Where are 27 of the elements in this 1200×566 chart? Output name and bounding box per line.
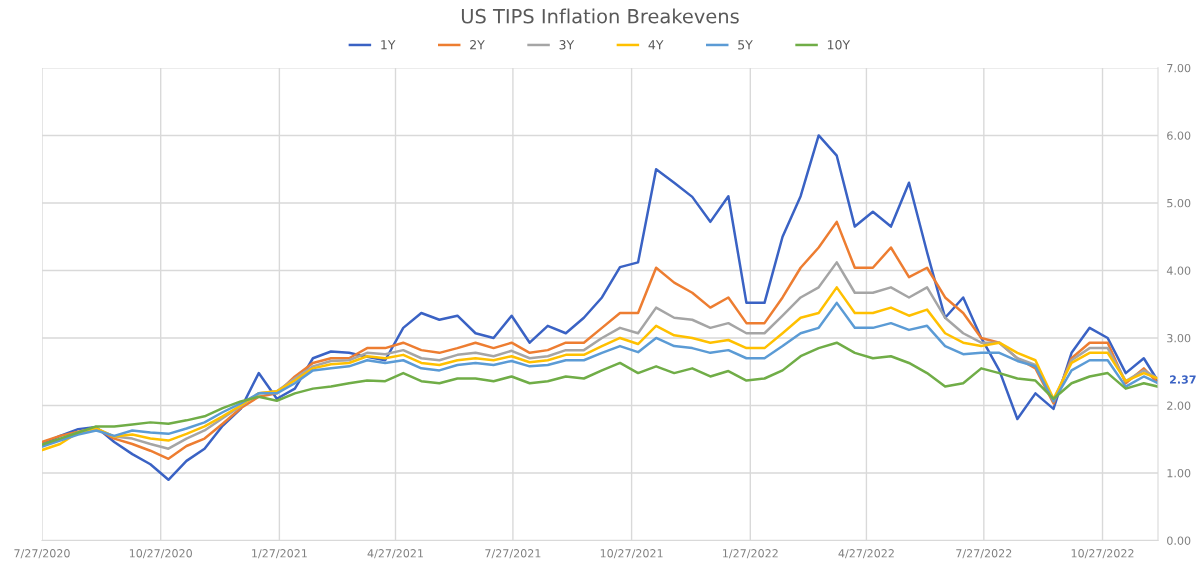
y-tick-label: 2.00 — [1167, 401, 1191, 410]
y-tick-label: 5.00 — [1167, 198, 1191, 208]
x-tick-label: 1/27/2022 — [723, 549, 778, 559]
legend-label: 2Y — [470, 40, 485, 50]
legend-label: 4Y — [648, 40, 664, 50]
legend-label: 5Y — [738, 40, 753, 50]
x-tick-label: 7/27/2021 — [485, 549, 541, 559]
y-tick-label: 4.00 — [1166, 266, 1191, 275]
legend-label: 10Y — [827, 40, 851, 50]
annotation: 2.37 — [1169, 375, 1196, 384]
x-tick-label: 4/27/2021 — [367, 549, 423, 559]
chart-title: US TIPS Inflation Breakevens — [461, 8, 739, 24]
x-tick-label: 1/27/2021 — [252, 549, 307, 559]
y-tick-label: 3.00 — [1167, 333, 1191, 343]
x-tick-label: 10/27/2020 — [129, 549, 192, 559]
x-tick-label: 10/27/2022 — [1071, 549, 1134, 559]
y-tick-label: 6.00 — [1167, 131, 1191, 140]
line-series — [42, 341, 1158, 446]
x-tick-label: 7/27/2022 — [956, 549, 1012, 559]
x-tick-label: 7/27/2020 — [14, 549, 70, 559]
y-tick-label: 1.00 — [1167, 468, 1191, 478]
legend-label: 1Y — [381, 40, 396, 50]
y-tick-label: 7.00 — [1167, 63, 1191, 73]
x-tick-label: 4/27/2022 — [838, 549, 894, 559]
legend-label: 3Y — [559, 40, 575, 50]
x-tick-label: 10/27/2021 — [600, 549, 663, 559]
y-tick-label: 0.00 — [1167, 536, 1191, 545]
